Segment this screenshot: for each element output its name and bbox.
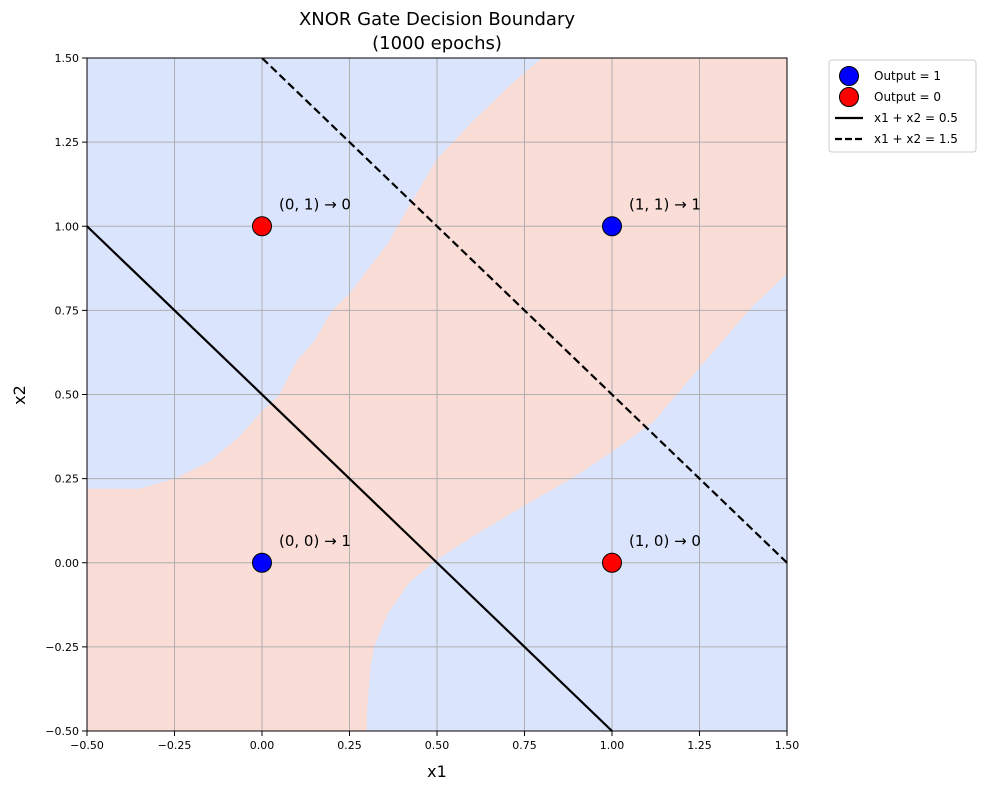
data-point [602, 216, 622, 237]
x-tick-label: 0.25 [337, 739, 362, 752]
y-tick-label: 0.50 [55, 389, 80, 402]
x-tick-label: 1.25 [687, 739, 712, 752]
point-label: (0, 1) → 0 [279, 195, 351, 213]
legend-label: Output = 1 [874, 69, 941, 83]
point-label: (1, 0) → 0 [629, 532, 701, 550]
chart-title-line1: XNOR Gate Decision Boundary [299, 9, 575, 30]
legend-box [828, 59, 977, 153]
legend: Output = 1 Output = 0 x1 + x2 = 0.5 x1 + x2… [828, 59, 977, 153]
boundary-line-1-5 [261, 57, 788, 564]
x-tick-label: 0.50 [425, 739, 450, 752]
y-tick-label: −0.25 [45, 641, 79, 654]
y-tick-label: 1.50 [55, 52, 80, 65]
legend-label: x1 + x2 = 0.5 [874, 111, 958, 125]
y-axis-label: x2 [10, 385, 29, 405]
x-ticks: −0.50 −0.25 0.00 0.25 0.50 0.75 1.00 1.25 1.50 [70, 731, 799, 752]
point-label: (1, 1) → 1 [629, 195, 701, 213]
y-tick-label: 1.00 [55, 220, 80, 233]
legend-marker-output-1 [839, 66, 859, 86]
x-tick-label: 0.00 [250, 739, 275, 752]
point-annotations: (0, 0) → 1 (0, 1) → 0 (1, 0) → 0 (1, 1) → 1 [279, 195, 701, 550]
y-tick-label: 0.00 [55, 557, 80, 570]
data-point [602, 552, 622, 573]
boundary-lines [86, 57, 788, 732]
y-ticks: −0.50 −0.25 0.00 0.25 0.50 0.75 1.00 1.25 1.50 [45, 52, 87, 738]
boundary-line-0-5 [86, 225, 613, 732]
x-tick-label: −0.25 [158, 739, 192, 752]
legend-label: Output = 0 [874, 90, 941, 104]
y-tick-label: −0.50 [45, 725, 79, 738]
y-tick-label: 0.25 [55, 473, 80, 486]
y-tick-label: 0.75 [55, 304, 80, 317]
data-point [252, 552, 272, 573]
x-tick-label: 1.00 [600, 739, 625, 752]
chart-title-line2: (1000 epochs) [372, 33, 502, 54]
data-points [252, 216, 622, 573]
x-tick-label: 1.50 [775, 739, 800, 752]
x-axis-label: x1 [427, 762, 447, 781]
x-tick-label: −0.50 [70, 739, 104, 752]
point-label: (0, 0) → 1 [279, 532, 351, 550]
x-tick-label: 0.75 [512, 739, 537, 752]
data-point [252, 216, 272, 237]
legend-marker-output-0 [839, 87, 859, 107]
y-tick-label: 1.25 [55, 136, 80, 149]
legend-label: x1 + x2 = 1.5 [874, 132, 958, 146]
